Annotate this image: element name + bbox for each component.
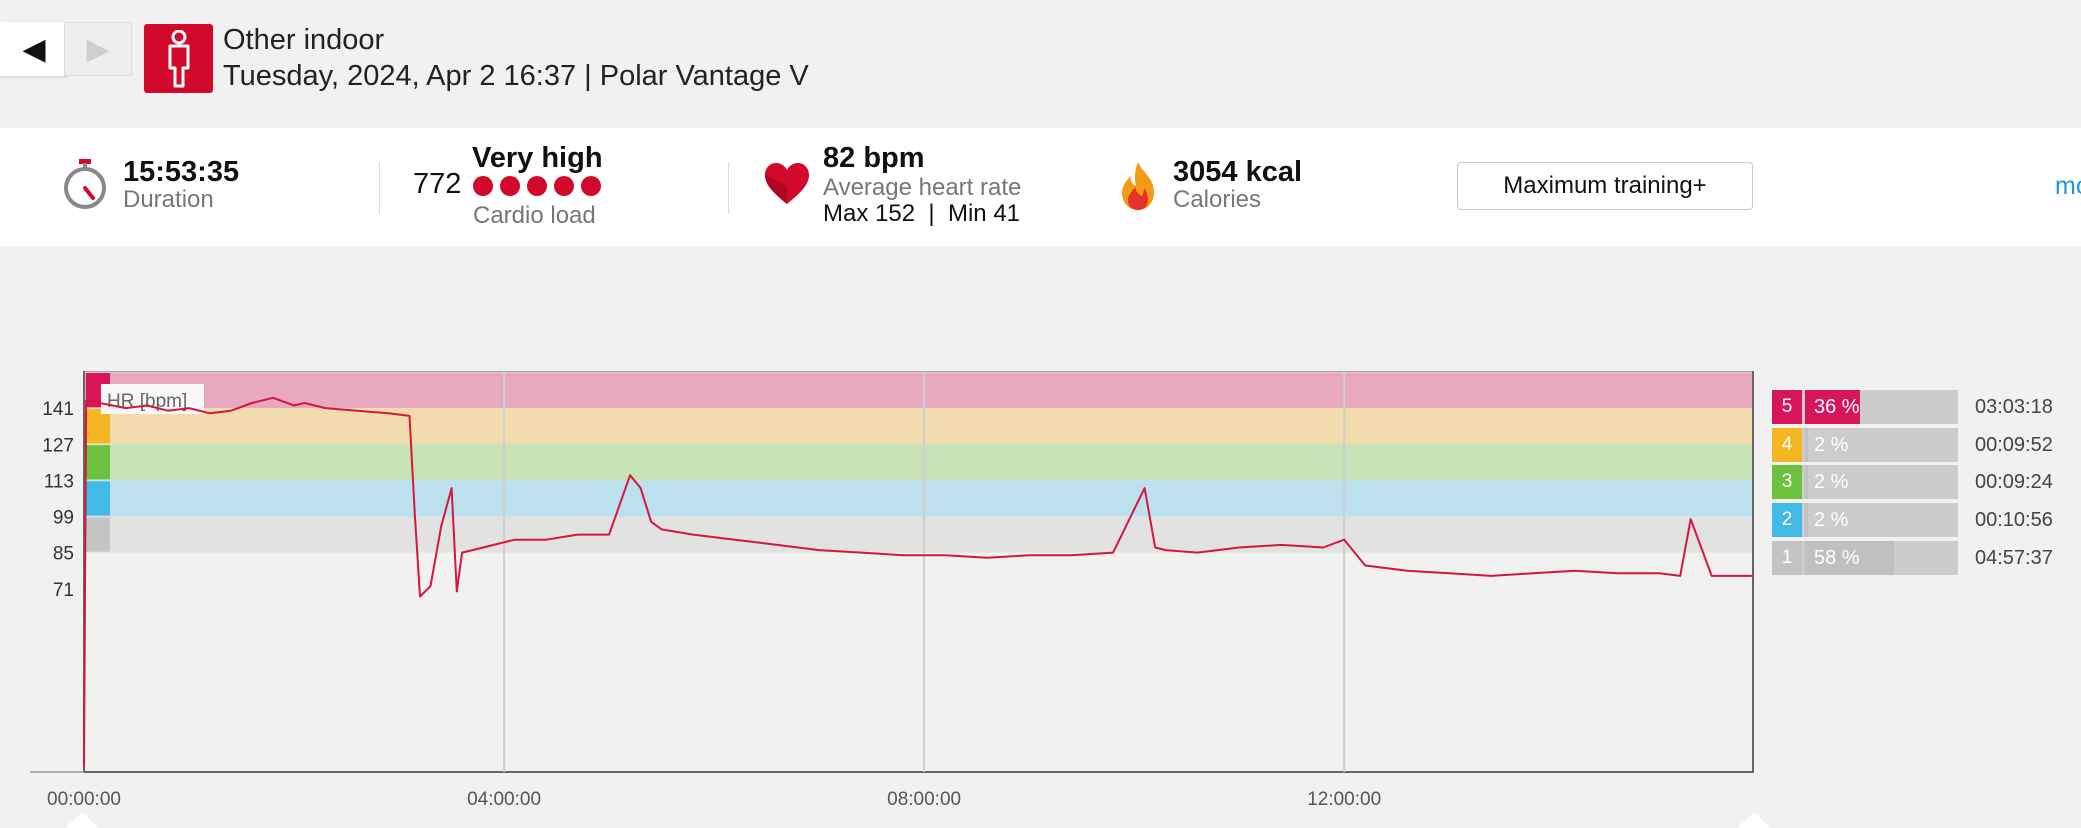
stopwatch-icon (62, 158, 108, 215)
zone-band-5 (85, 372, 1752, 409)
zone-row-2: 2 2 % (1772, 503, 1958, 537)
zone-percent: 36 % (1814, 396, 1860, 418)
zone-marker-3 (86, 445, 110, 480)
x-tick-label: 12:00:00 (1307, 789, 1381, 810)
heart-rate-max: Max 152 (823, 200, 916, 227)
zone-time: 03:03:18 (1975, 396, 2053, 418)
x-tick-label: 00:00:00 (47, 789, 121, 810)
zone-percent: 2 % (1814, 509, 1849, 531)
zone-number: 4 (1772, 428, 1802, 462)
cardio-load-value: 772 (413, 168, 462, 200)
calories-label: Calories (1173, 186, 1262, 213)
person-standing-icon (144, 24, 213, 93)
zone-fill-bar (1805, 428, 1809, 462)
back-button[interactable]: ◀ (0, 22, 68, 76)
y-tick-label: 127 (42, 435, 74, 456)
zone-marker-1 (86, 517, 110, 552)
zone-marker-2 (86, 481, 110, 516)
range-start-handle[interactable] (65, 812, 99, 828)
heart-rate-separator: | (928, 200, 935, 227)
zone-number: 5 (1772, 390, 1802, 424)
zone-fill-bar (1805, 541, 1894, 575)
zone-row-3: 3 2 % (1772, 465, 1958, 499)
y-tick-label: 113 (44, 471, 74, 492)
duration-label: Duration (123, 186, 214, 213)
divider (379, 162, 380, 214)
x-tick-label: 04:00:00 (467, 789, 541, 810)
y-tick-label: 85 (53, 544, 74, 565)
zone-time: 00:09:24 (1975, 471, 2053, 493)
heart-rate-label: Average heart rate (823, 174, 1022, 201)
y-tick-label: 141 (42, 399, 74, 420)
zone-percent: 58 % (1814, 547, 1860, 569)
zone-row-4: 4 2 % (1772, 428, 1958, 462)
cardio-load-label: Cardio load (473, 202, 596, 229)
heart-rate-chart: HR [bpm] 141 127 113 99 85 71 00:00:00 04:00:0… (30, 371, 1754, 810)
divider (728, 162, 729, 214)
calories-value: 3054 kcal (1173, 156, 1303, 188)
more-link[interactable]: more (2055, 172, 2081, 200)
zone-percent: 2 % (1814, 434, 1849, 456)
flame-icon (1118, 160, 1158, 217)
zone-time: 00:10:56 (1975, 509, 2053, 531)
range-end-handle[interactable] (1737, 812, 1771, 828)
cardio-load-level: Very high (472, 142, 603, 174)
training-benefit-button[interactable]: Maximum training+ (1457, 162, 1753, 210)
zone-band-2 (85, 480, 1752, 517)
y-axis-label: HR [bpm] (107, 391, 187, 412)
sport-name: Other indoor (223, 24, 385, 56)
zone-percent: 2 % (1814, 471, 1849, 493)
y-tick-label: 71 (53, 580, 74, 601)
zone-band-1 (85, 516, 1752, 553)
zone-time: 00:09:52 (1975, 434, 2053, 456)
summary-stats-bar: 15:53:35 Duration 772 Very high Cardio l… (0, 128, 2081, 246)
zone-row-5: 5 36 % (1772, 390, 1958, 424)
zone-number: 2 (1772, 503, 1802, 537)
heart-rate-value: 82 bpm (823, 142, 925, 174)
x-tick-label: 08:00:00 (887, 789, 961, 810)
zone-fill-bar (1805, 465, 1809, 499)
cardio-load-dots (472, 174, 602, 203)
duration-value: 15:53:35 (123, 156, 240, 188)
zone-number: 3 (1772, 465, 1802, 499)
forward-button[interactable]: ▶ (64, 22, 132, 76)
heart-rate-min: Min 41 (947, 200, 1021, 227)
zone-band-4 (85, 408, 1752, 445)
session-info: Tuesday, 2024, Apr 2 16:37 | Polar Vanta… (223, 60, 809, 92)
heart-rate-line (83, 396, 1753, 767)
zone-fill-bar (1805, 390, 1861, 424)
y-tick-label: 99 (53, 508, 74, 529)
zone-band-3 (85, 444, 1752, 481)
zone-row-1: 1 58 % (1772, 541, 1958, 575)
zone-number: 1 (1772, 541, 1802, 575)
zone-time: 04:57:37 (1975, 547, 2053, 569)
heart-rate-range: Max 152 | Min 41 (823, 200, 1020, 228)
heart-icon (764, 162, 810, 211)
zone-marker-4 (86, 409, 110, 444)
zone-fill-bar (1805, 503, 1809, 537)
